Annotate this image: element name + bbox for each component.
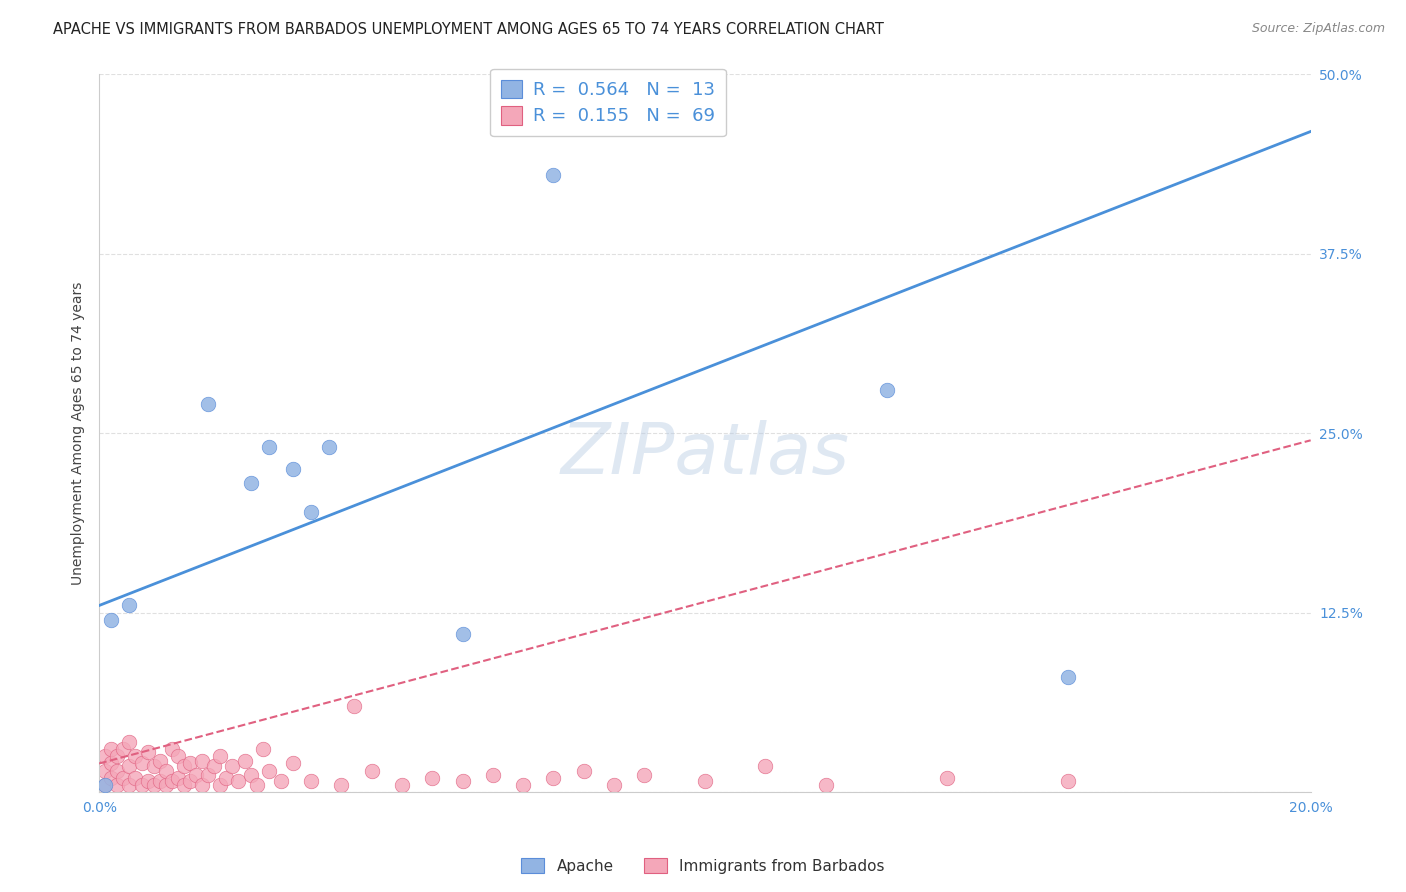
Point [167,771,190,785]
Point [543,771,565,785]
Point [184,768,207,782]
Point [633,768,655,782]
Point [876,383,898,397]
Point [693,773,716,788]
Point [136,773,159,788]
Point [124,749,146,764]
Point [239,476,262,491]
Point [100,613,122,627]
Legend: R =  0.564   N =  13, R =  0.155   N =  69: R = 0.564 N = 13, R = 0.155 N = 69 [489,69,725,136]
Point [512,778,534,792]
Point [342,699,364,714]
Point [299,505,322,519]
Point [167,749,190,764]
Point [149,773,172,788]
Legend: Apache, Immigrants from Barbados: Apache, Immigrants from Barbados [515,852,891,880]
Point [112,771,135,785]
Point [191,754,214,768]
Point [118,778,141,792]
Point [482,768,505,782]
Point [94,749,117,764]
Point [330,778,353,792]
Point [221,759,243,773]
Point [1057,773,1080,788]
Point [281,756,304,771]
Text: APACHE VS IMMIGRANTS FROM BARBADOS UNEMPLOYMENT AMONG AGES 65 TO 74 YEARS CORREL: APACHE VS IMMIGRANTS FROM BARBADOS UNEMP… [53,22,884,37]
Point [451,627,474,641]
Point [100,756,122,771]
Point [131,778,153,792]
Point [173,759,195,773]
Point [1057,670,1080,684]
Point [815,778,838,792]
Text: Source: ZipAtlas.com: Source: ZipAtlas.com [1251,22,1385,36]
Point [118,735,141,749]
Point [239,768,262,782]
Point [318,441,340,455]
Point [136,745,159,759]
Point [160,773,183,788]
Point [252,742,274,756]
Point [94,778,117,792]
Point [142,759,165,773]
Point [420,771,443,785]
Point [94,764,117,778]
Point [124,771,146,785]
Point [100,771,122,785]
Point [191,778,214,792]
Point [754,759,776,773]
Point [155,778,177,792]
Point [572,764,595,778]
Text: ZIPatlas: ZIPatlas [561,420,849,489]
Point [451,773,474,788]
Point [131,756,153,771]
Point [160,742,183,756]
Point [543,168,565,182]
Point [202,759,225,773]
Point [142,778,165,792]
Point [100,742,122,756]
Point [391,778,413,792]
Point [281,462,304,476]
Point [197,768,219,782]
Point [299,773,322,788]
Point [149,754,172,768]
Point [360,764,382,778]
Point [246,778,269,792]
Point [118,599,141,613]
Point [94,778,117,792]
Point [197,397,219,411]
Point [257,764,280,778]
Point [112,742,135,756]
Point [179,773,201,788]
Point [270,773,292,788]
Point [155,764,177,778]
Point [173,778,195,792]
Point [215,771,238,785]
Y-axis label: Unemployment Among Ages 65 to 74 years: Unemployment Among Ages 65 to 74 years [72,282,86,585]
Point [179,756,201,771]
Point [228,773,250,788]
Point [209,749,232,764]
Point [936,771,959,785]
Point [105,778,128,792]
Point [209,778,232,792]
Point [118,759,141,773]
Point [257,441,280,455]
Point [233,754,256,768]
Point [603,778,626,792]
Point [105,749,128,764]
Point [105,764,128,778]
